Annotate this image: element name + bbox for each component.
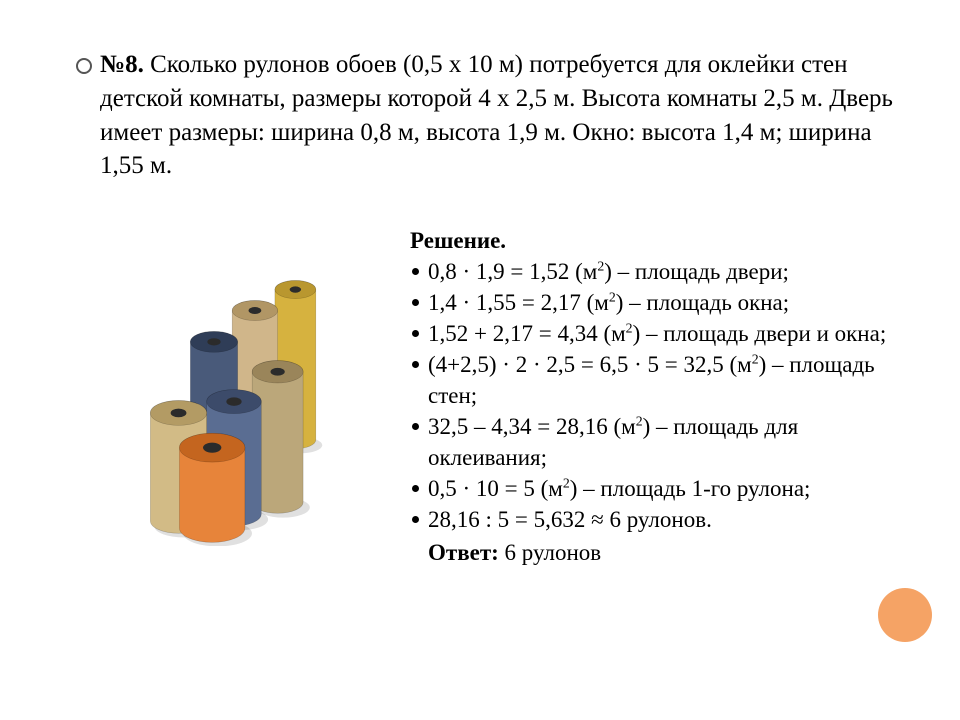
solution-step: 32,5 – 4,34 = 28,16 (м2) – площадь для о… xyxy=(398,411,902,473)
slide: №8. Сколько рулонов обоев (0,5 х 10 м) п… xyxy=(0,0,960,720)
bullet-ring-icon xyxy=(76,58,92,74)
solution-step: (4+2,5) · 2 · 2,5 = 6,5 · 5 = 32,5 (м2) … xyxy=(398,349,902,411)
answer-label: Ответ: xyxy=(428,540,499,565)
solution-step: 28,16 : 5 = 5,632 ≈ 6 рулонов. xyxy=(398,504,902,535)
content-row: Решение. 0,8 · 1,9 = 1,52 (м2) – площадь… xyxy=(100,223,902,569)
solution-step: 0,5 · 10 = 5 (м2) – площадь 1-го рулона; xyxy=(398,473,902,504)
solution-answer: Ответ: 6 рулонов xyxy=(428,537,902,568)
solution-step: 0,8 · 1,9 = 1,52 (м2) – площадь двери; xyxy=(398,256,902,287)
wallpaper-rolls-image xyxy=(104,251,364,541)
solution-block: Решение. 0,8 · 1,9 = 1,52 (м2) – площадь… xyxy=(398,223,902,569)
answer-value: 6 рулонов xyxy=(499,540,601,565)
solution-heading: Решение. xyxy=(410,225,902,256)
corner-accent-icon xyxy=(878,588,932,642)
problem-text: №8. Сколько рулонов обоев (0,5 х 10 м) п… xyxy=(100,48,902,183)
solution-step: 1,4 · 1,55 = 2,17 (м2) – площадь окна; xyxy=(398,287,902,318)
problem-number: №8. xyxy=(100,51,144,78)
problem-body: Сколько рулонов обоев (0,5 х 10 м) потре… xyxy=(100,51,893,179)
solution-step: 1,52 + 2,17 = 4,34 (м2) – площадь двери … xyxy=(398,318,902,349)
